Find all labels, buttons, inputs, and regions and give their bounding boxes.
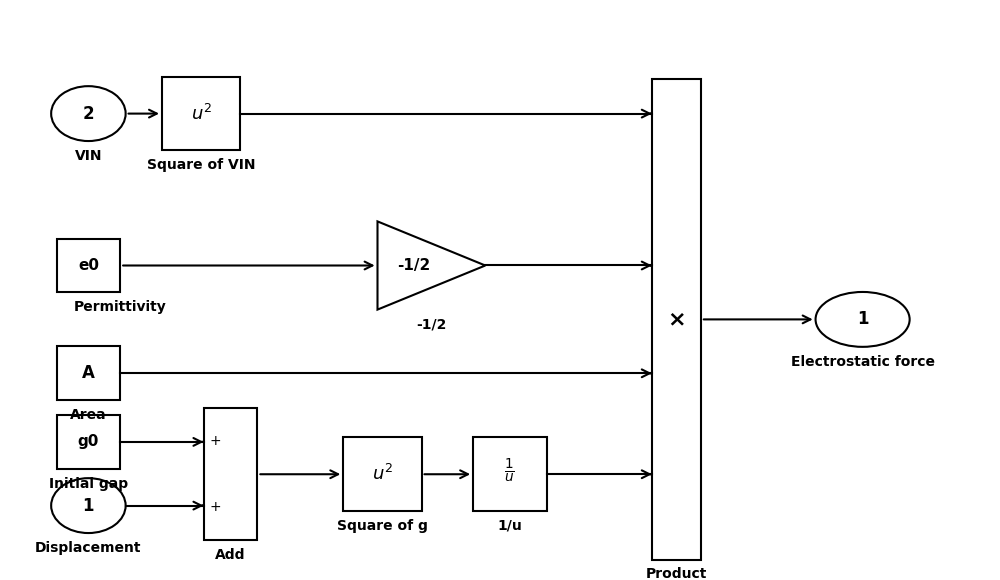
Bar <box>57 238 120 292</box>
Text: A: A <box>82 364 95 382</box>
Text: $u^2$: $u^2$ <box>372 464 393 484</box>
Bar <box>473 437 547 511</box>
Bar <box>343 437 422 511</box>
Text: +: + <box>209 434 221 448</box>
Text: $u^2$: $u^2$ <box>191 104 212 124</box>
Text: Displacement: Displacement <box>35 541 142 555</box>
Text: Area: Area <box>70 408 107 422</box>
Text: Initial gap: Initial gap <box>49 477 128 491</box>
Text: e0: e0 <box>78 258 99 273</box>
Text: Square of VIN: Square of VIN <box>147 158 255 172</box>
Text: 1: 1 <box>83 496 94 514</box>
Text: g0: g0 <box>78 434 99 450</box>
Bar <box>652 79 701 560</box>
Text: -1/2: -1/2 <box>416 317 447 331</box>
Text: Electrostatic force: Electrostatic force <box>791 355 935 369</box>
Text: 1/u: 1/u <box>497 519 522 533</box>
Bar <box>162 77 240 150</box>
Ellipse shape <box>816 292 910 347</box>
Bar <box>204 408 257 541</box>
Text: $\frac{1}{u}$: $\frac{1}{u}$ <box>504 456 515 484</box>
Text: VIN: VIN <box>75 149 102 163</box>
Text: 1: 1 <box>857 310 868 328</box>
Ellipse shape <box>51 86 126 141</box>
Bar <box>57 415 120 469</box>
Text: Permittivity: Permittivity <box>74 300 166 314</box>
Text: Product: Product <box>646 567 707 580</box>
Text: ×: × <box>667 309 686 329</box>
Ellipse shape <box>51 478 126 533</box>
Text: Add: Add <box>215 548 246 562</box>
Bar <box>57 346 120 400</box>
Text: +: + <box>209 501 221 514</box>
Text: Square of g: Square of g <box>337 519 428 533</box>
Text: -1/2: -1/2 <box>397 258 430 273</box>
Text: 2: 2 <box>83 104 94 122</box>
Polygon shape <box>378 222 485 310</box>
